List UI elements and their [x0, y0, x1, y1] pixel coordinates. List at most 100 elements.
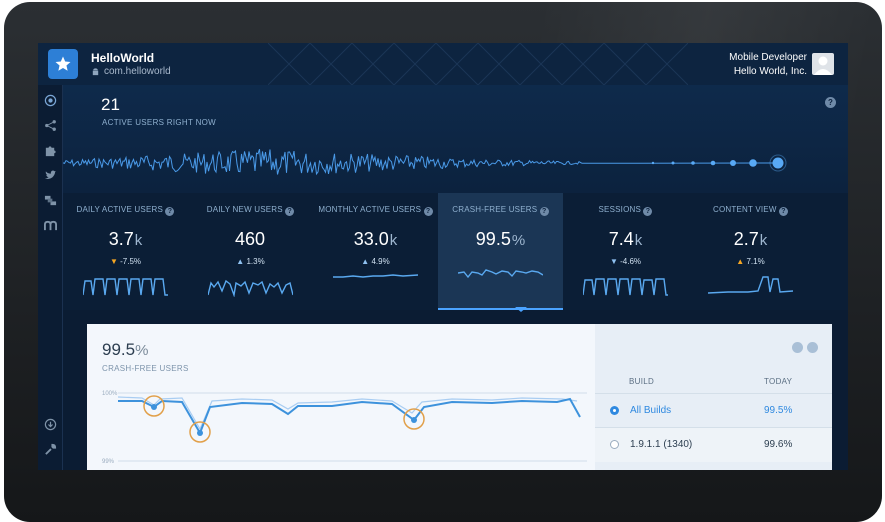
help-icon[interactable]: ?	[423, 207, 433, 216]
metric-unit: k	[634, 232, 643, 249]
detail-label: CRASH-FREE USERS	[102, 364, 189, 373]
user-silhouette-icon	[814, 56, 832, 75]
twitter-icon	[44, 169, 56, 179]
series-line-light	[117, 396, 578, 431]
build-today: 99.6%	[764, 439, 793, 450]
metric-label-text: CRASH-FREE USERS	[452, 205, 538, 214]
metric-unit: k	[134, 232, 143, 249]
selected-indicator	[438, 308, 563, 310]
metric-delta: ▲ 1.3%	[188, 257, 313, 266]
help-icon[interactable]: ?	[779, 207, 789, 216]
ytick-100: 100%	[102, 391, 118, 397]
table-row[interactable]: 1.9.1.1 (1340) 99.6%	[595, 427, 832, 462]
help-icon[interactable]	[807, 342, 818, 353]
metric-delta: ▼ -4.6%	[563, 257, 688, 266]
table-row[interactable]: All Builds 99.5%	[595, 393, 832, 428]
anomaly-marker[interactable]	[143, 395, 165, 417]
sidebar-item-fabric[interactable]	[41, 191, 59, 209]
detail-panel: 99.5% CRASH-FREE USERS 100% 99%	[87, 324, 832, 470]
help-icon[interactable]: ?	[165, 207, 175, 216]
build-name: All Builds	[630, 405, 672, 416]
star-icon	[55, 56, 71, 71]
metric-unit: k	[389, 232, 398, 249]
triangle-down-icon: ▼	[609, 257, 618, 266]
sidebar-item-answers[interactable]	[41, 91, 59, 109]
sidebar-item-beta[interactable]	[41, 116, 59, 134]
active-users-label: ACTIVE USERS RIGHT NOW	[102, 118, 217, 127]
metric-value: 460	[188, 229, 313, 250]
metric-label-text: DAILY ACTIVE USERS	[76, 205, 163, 214]
app-name[interactable]: HelloWorld	[91, 51, 155, 65]
share-icon	[44, 119, 56, 131]
realtime-panel: 21 ACTIVE USERS RIGHT NOW ?	[63, 85, 848, 193]
waveform-dot	[730, 160, 736, 166]
sidebar-item-twitter[interactable]	[41, 166, 59, 184]
app-screen: HelloWorld com.helloworld Mobile Develop…	[38, 43, 848, 470]
anomaly-marker[interactable]	[189, 421, 211, 443]
help-icon[interactable]: ?	[539, 207, 549, 216]
detail-unit: %	[135, 342, 149, 359]
current-dot-halo	[769, 154, 787, 172]
app-logo[interactable]	[48, 49, 78, 79]
detail-chart-area: 99.5% CRASH-FREE USERS 100% 99%	[87, 324, 595, 470]
download-icon[interactable]	[792, 342, 803, 353]
waveform-dot	[671, 161, 675, 165]
sidebar-item-settings[interactable]	[41, 440, 59, 458]
metric-delta-text: 7.1%	[746, 257, 765, 266]
metric-daily-new-users[interactable]: DAILY NEW USERS ? 460 ▲ 1.3%	[188, 193, 313, 310]
android-icon	[92, 67, 99, 75]
avatar[interactable]	[812, 53, 834, 75]
metric-sessions[interactable]: SESSIONS ? 7.4k ▼ -4.6%	[563, 193, 688, 310]
metric-delta: ▲ 4.9%	[313, 257, 438, 266]
metric-content-view[interactable]: CONTENT VIEW ? 2.7k ▲ 7.1%	[688, 193, 813, 310]
sidebar-item-crashlytics[interactable]	[41, 141, 59, 159]
metric-value-number: 7.4	[608, 229, 634, 249]
help-icon[interactable]: ?	[643, 207, 653, 216]
sidebar-item-download[interactable]	[41, 415, 59, 433]
metric-value-number: 2.7	[733, 229, 759, 249]
metric-value-number: 460	[234, 229, 266, 249]
metric-delta-text: 4.9%	[371, 257, 390, 266]
package-name: com.helloworld	[104, 66, 171, 77]
metric-value: 7.4k	[563, 229, 688, 250]
metric-label: SESSIONS ?	[563, 205, 688, 216]
triangle-up-icon: ▲	[236, 257, 245, 266]
metric-sparkline	[458, 269, 543, 279]
metric-daily-active-users[interactable]: DAILY ACTIVE USERS ? 3.7k ▼ -7.5%	[63, 193, 188, 310]
metric-delta-text: 1.3%	[246, 257, 265, 266]
app-header: HelloWorld com.helloworld Mobile Develop…	[38, 43, 848, 85]
metric-label-text: CONTENT VIEW	[712, 205, 777, 214]
metric-crash-free-users[interactable]: CRASH-FREE USERS ? 99.5%	[438, 193, 563, 310]
triangle-down-icon: ▼	[109, 257, 118, 266]
metric-value-number: 99.5	[475, 229, 511, 249]
series-line-main	[118, 397, 581, 436]
detail-value: 99.5%	[102, 340, 148, 360]
anomaly-marker[interactable]	[403, 408, 425, 430]
metric-delta-text: -7.5%	[120, 257, 142, 266]
build-name: 1.9.1.1 (1340)	[630, 439, 693, 450]
active-users-count: 21	[101, 95, 120, 114]
sidebar-item-mopub[interactable]	[41, 216, 59, 234]
metric-value: 3.7k	[63, 229, 188, 250]
crash-free-chart: 100% 99%	[102, 391, 587, 465]
metric-unit: k	[759, 232, 768, 249]
detail-value-number: 99.5	[102, 340, 136, 359]
waveform-dot	[749, 159, 757, 167]
help-icon[interactable]: ?	[285, 207, 295, 216]
radio-icon	[44, 94, 56, 106]
package-row: com.helloworld	[91, 66, 171, 77]
data-point	[411, 417, 417, 423]
radio-button[interactable]	[610, 406, 619, 415]
user-role: Mobile Developer	[729, 52, 807, 63]
metric-label-text: SESSIONS	[598, 205, 642, 214]
metric-value-number: 3.7	[108, 229, 134, 249]
metric-delta: ▲ 7.1%	[688, 257, 813, 266]
help-icon[interactable]: ?	[825, 97, 836, 108]
metric-label: DAILY ACTIVE USERS ?	[63, 205, 188, 216]
metric-monthly-active-users[interactable]: MONTHLY ACTIVE USERS ? 33.0k ▲ 4.9%	[313, 193, 438, 310]
radio-button[interactable]	[610, 440, 619, 449]
metric-value: 33.0k	[313, 229, 438, 250]
build-today: 99.5%	[764, 405, 793, 416]
metric-delta-text: -4.6%	[620, 257, 642, 266]
build-table: BUILD TODAY All Builds 99.5% 1.9.1.1 (13…	[595, 324, 832, 470]
